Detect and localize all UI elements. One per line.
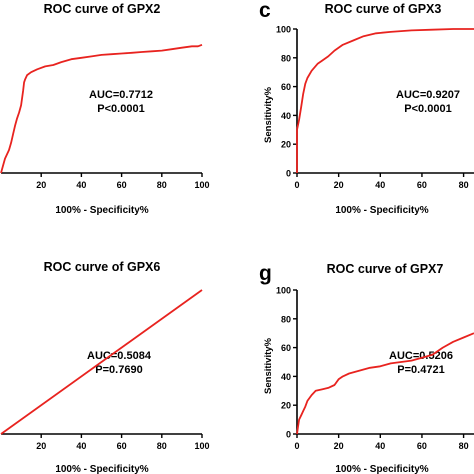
roc-panel-gpx3: c ROC curve of GPX3 AUC=0.9207 P<0.0001 …	[259, 0, 474, 216]
y-tick-label: 20	[281, 140, 291, 150]
x-tick-label: 20	[334, 441, 344, 451]
x-tick-label: 0	[294, 180, 299, 190]
x-tick-label: 80	[459, 441, 469, 451]
x-tick-label: 40	[76, 441, 86, 451]
y-axis-label: Sensitivity%	[263, 337, 274, 394]
x-tick-label: 60	[417, 441, 427, 451]
roc-curve-line	[296, 332, 474, 435]
p-value-annotation: P<0.0001	[97, 103, 144, 115]
roc-panel-gpx6: ROC curve of GPX6 AUC=0.5084 P=0.7690 10…	[0, 260, 210, 474]
chart-title: ROC curve of GPX6	[44, 260, 161, 274]
y-tick-label: 0	[286, 169, 291, 179]
x-tick-label: 40	[76, 180, 86, 190]
roc-curve-line	[296, 28, 474, 173]
y-tick-label: 60	[281, 343, 291, 353]
roc-panel-gpx2: ROC curve of GPX2 AUC=0.7712 P<0.0001 10…	[0, 2, 210, 216]
chart-title: ROC curve of GPX3	[325, 2, 442, 16]
x-tick-label: 40	[375, 180, 385, 190]
y-tick-label: 40	[281, 372, 291, 382]
x-tick-label: 100	[194, 180, 209, 190]
x-axis-label: 100% - Specificity%	[335, 205, 428, 216]
roc-panel-gpx7: g ROC curve of GPX7 AUC=0.5206 P=0.4721 …	[259, 262, 474, 474]
roc-curve-line	[0, 289, 203, 435]
chart-title: ROC curve of GPX2	[44, 2, 161, 16]
roc-curve-line	[0, 43, 203, 174]
y-axis-label: Sensitivity%	[263, 86, 274, 143]
x-axis-label: 100% - Specificity%	[55, 464, 148, 474]
x-tick-label: 40	[375, 441, 385, 451]
auc-annotation: AUC=0.5206	[389, 350, 453, 362]
x-tick-label: 20	[334, 180, 344, 190]
y-tick-label: 80	[281, 53, 291, 63]
y-tick-label: 100	[276, 25, 291, 35]
x-tick-label: 80	[459, 180, 469, 190]
auc-annotation: AUC=0.5084	[87, 350, 152, 362]
auc-annotation: AUC=0.9207	[396, 89, 460, 101]
x-tick-label: 60	[417, 180, 427, 190]
panel-label: g	[259, 262, 272, 285]
y-tick-label: 0	[286, 430, 291, 440]
chart-title: ROC curve of GPX7	[327, 262, 444, 276]
y-tick-label: 80	[281, 314, 291, 324]
x-tick-label: 80	[157, 441, 167, 451]
y-tick-label: 100	[276, 286, 291, 296]
x-tick-label: 20	[36, 180, 46, 190]
p-value-annotation: P=0.4721	[397, 364, 444, 376]
panel-label: c	[259, 0, 271, 22]
x-axis-label: 100% - Specificity%	[335, 464, 428, 474]
x-tick-label: 0	[294, 441, 299, 451]
x-tick-label: 80	[157, 180, 167, 190]
y-tick-label: 20	[281, 401, 291, 411]
x-axis-label: 100% - Specificity%	[55, 205, 148, 216]
x-tick-label: 60	[117, 180, 127, 190]
x-tick-label: 20	[36, 441, 46, 451]
x-tick-label: 60	[117, 441, 127, 451]
y-tick-label: 40	[281, 111, 291, 121]
p-value-annotation: P<0.0001	[404, 103, 451, 115]
y-tick-label: 60	[281, 82, 291, 92]
auc-annotation: AUC=0.7712	[89, 89, 153, 101]
p-value-annotation: P=0.7690	[95, 364, 142, 376]
x-tick-label: 100	[194, 441, 209, 451]
